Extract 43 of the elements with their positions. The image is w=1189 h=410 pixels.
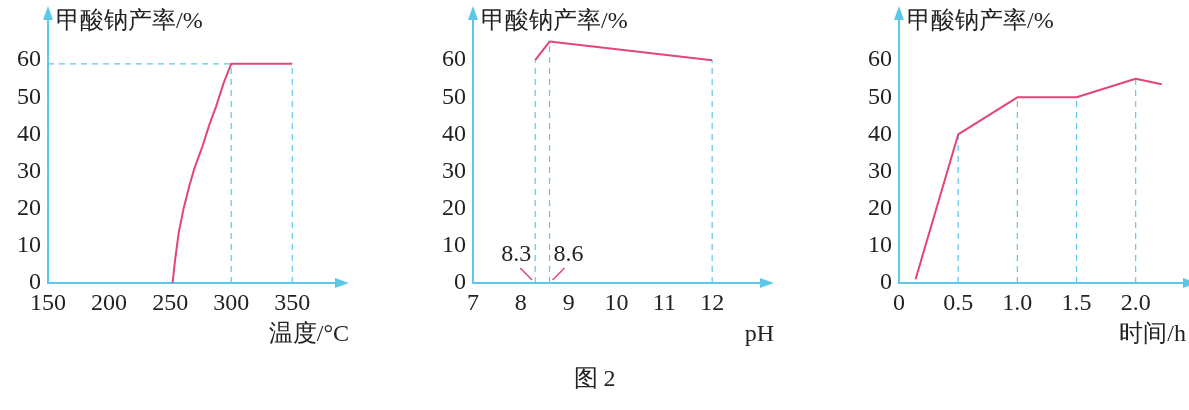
x-axis-title: pH [744, 320, 774, 347]
x-tick-label: 8 [514, 288, 527, 315]
x-tick-label: 250 [152, 288, 189, 315]
x-tick-label: 0.5 [943, 288, 974, 315]
x-tick-label: 12 [700, 288, 725, 315]
x-tick-label: 1.5 [1061, 288, 1092, 315]
y-tick-label: 40 [442, 119, 466, 146]
x-axis-title: 温度/°C [268, 320, 349, 347]
y-tick-label: 20 [442, 194, 466, 221]
y-tick-label: 10 [17, 231, 41, 258]
x-tick-label: 2.0 [1120, 288, 1151, 315]
caption: 图 2 [572, 364, 617, 393]
y-tick-label: 30 [17, 156, 41, 183]
x-tick-label: 300 [213, 288, 250, 315]
y-axis-title: 甲酸钠产率/% [56, 7, 203, 34]
y-tick-label: 30 [442, 156, 466, 183]
y-tick-label: 0 [880, 268, 892, 295]
y-tick-label: 30 [868, 156, 892, 183]
y-tick-label: 0 [454, 268, 466, 295]
y-tick-label: 10 [868, 231, 892, 258]
x-tick-label: 10 [604, 288, 629, 315]
y-tick-label: 60 [868, 45, 892, 72]
x-tick-label: 11 [652, 288, 676, 315]
y-tick-label: 50 [442, 82, 466, 109]
x-tick-label: 7 [467, 288, 479, 315]
y-tick-label: 60 [17, 45, 41, 72]
y-axis-title: 甲酸钠产率/% [481, 7, 628, 34]
y-tick-label: 20 [868, 194, 892, 221]
x-tick-label: 350 [274, 288, 311, 315]
x-tick-label: 1.0 [1002, 288, 1033, 315]
y-tick-label: 10 [442, 231, 466, 258]
x-tick-label: 200 [91, 288, 128, 315]
y-tick-label: 40 [17, 119, 41, 146]
y-tick-label: 50 [17, 82, 41, 109]
y-tick-label: 60 [442, 45, 466, 72]
x-tick-label: 9 [562, 288, 575, 315]
x-axis-title: 时间/h [1119, 320, 1186, 347]
y-axis-title: 甲酸钠产率/% [907, 7, 1054, 34]
y-tick-label: 40 [868, 119, 892, 146]
annotation: 8.3 [501, 240, 532, 267]
annotation: 8.6 [553, 240, 584, 267]
y-tick-label: 20 [17, 194, 41, 221]
y-tick-label: 50 [868, 82, 892, 109]
